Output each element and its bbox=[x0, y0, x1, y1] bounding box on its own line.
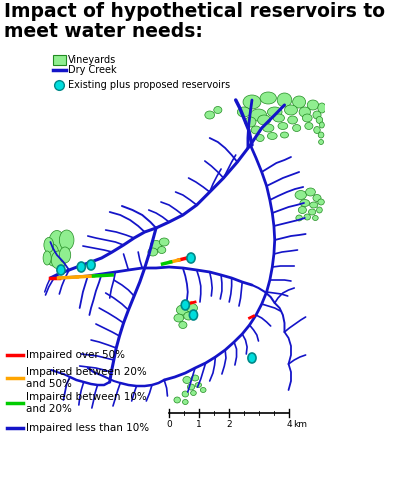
Ellipse shape bbox=[243, 95, 261, 109]
Circle shape bbox=[57, 265, 65, 275]
Ellipse shape bbox=[187, 384, 195, 390]
Ellipse shape bbox=[318, 199, 324, 205]
Ellipse shape bbox=[307, 100, 319, 110]
Ellipse shape bbox=[51, 251, 66, 269]
Ellipse shape bbox=[150, 241, 162, 250]
Ellipse shape bbox=[316, 207, 322, 213]
Ellipse shape bbox=[174, 314, 184, 322]
Text: meet water needs:: meet water needs: bbox=[4, 22, 203, 41]
Ellipse shape bbox=[44, 238, 54, 253]
Circle shape bbox=[181, 300, 189, 310]
Text: Impact of hypothetical reservoirs to: Impact of hypothetical reservoirs to bbox=[4, 2, 385, 21]
Circle shape bbox=[77, 262, 85, 272]
Ellipse shape bbox=[288, 116, 298, 124]
Ellipse shape bbox=[192, 375, 199, 381]
Ellipse shape bbox=[260, 92, 276, 104]
Ellipse shape bbox=[280, 132, 288, 138]
Ellipse shape bbox=[59, 247, 71, 263]
Ellipse shape bbox=[314, 126, 320, 134]
Ellipse shape bbox=[195, 383, 202, 388]
Circle shape bbox=[187, 253, 195, 263]
Circle shape bbox=[189, 310, 198, 320]
Ellipse shape bbox=[268, 107, 282, 117]
Ellipse shape bbox=[319, 139, 324, 145]
Ellipse shape bbox=[251, 126, 261, 134]
Text: Impaired between 10%
and 20%: Impaired between 10% and 20% bbox=[26, 392, 147, 414]
Ellipse shape bbox=[293, 124, 301, 132]
Ellipse shape bbox=[313, 195, 321, 201]
Ellipse shape bbox=[268, 133, 277, 139]
Text: 0: 0 bbox=[166, 420, 172, 429]
Ellipse shape bbox=[277, 93, 292, 107]
Text: 4: 4 bbox=[286, 420, 292, 429]
Ellipse shape bbox=[184, 312, 194, 320]
Ellipse shape bbox=[296, 215, 302, 221]
Circle shape bbox=[87, 260, 95, 270]
Ellipse shape bbox=[284, 105, 298, 115]
Ellipse shape bbox=[305, 122, 313, 130]
Ellipse shape bbox=[49, 230, 65, 255]
Ellipse shape bbox=[186, 304, 198, 312]
Ellipse shape bbox=[318, 103, 326, 113]
Ellipse shape bbox=[262, 124, 274, 132]
Text: km: km bbox=[294, 420, 308, 429]
Text: Impaired over 50%: Impaired over 50% bbox=[26, 350, 125, 360]
Ellipse shape bbox=[182, 400, 188, 404]
Ellipse shape bbox=[191, 390, 196, 396]
Ellipse shape bbox=[179, 321, 187, 329]
Ellipse shape bbox=[258, 115, 271, 125]
Ellipse shape bbox=[182, 391, 188, 397]
Ellipse shape bbox=[278, 122, 288, 130]
Ellipse shape bbox=[176, 305, 189, 315]
Ellipse shape bbox=[320, 122, 324, 128]
Ellipse shape bbox=[158, 246, 166, 254]
Text: 2: 2 bbox=[226, 420, 232, 429]
Text: Impaired less than 10%: Impaired less than 10% bbox=[26, 423, 149, 433]
Ellipse shape bbox=[183, 376, 191, 384]
Text: Vineyards: Vineyards bbox=[68, 55, 116, 65]
Text: 1: 1 bbox=[196, 420, 202, 429]
Text: Dry Creek: Dry Creek bbox=[68, 65, 117, 75]
Ellipse shape bbox=[250, 109, 267, 121]
Ellipse shape bbox=[245, 117, 256, 127]
Ellipse shape bbox=[256, 134, 264, 142]
Ellipse shape bbox=[318, 132, 324, 138]
Ellipse shape bbox=[312, 215, 318, 220]
Circle shape bbox=[248, 353, 256, 363]
Ellipse shape bbox=[299, 107, 310, 117]
Ellipse shape bbox=[214, 107, 222, 113]
Text: Impaired between 20%
and 50%: Impaired between 20% and 50% bbox=[26, 367, 147, 389]
Ellipse shape bbox=[273, 114, 284, 122]
Ellipse shape bbox=[300, 200, 310, 206]
Ellipse shape bbox=[47, 244, 59, 266]
Ellipse shape bbox=[148, 248, 158, 256]
Ellipse shape bbox=[174, 397, 180, 403]
Ellipse shape bbox=[304, 214, 310, 220]
Ellipse shape bbox=[313, 111, 321, 119]
Ellipse shape bbox=[237, 107, 250, 117]
Ellipse shape bbox=[205, 111, 214, 119]
Ellipse shape bbox=[293, 96, 306, 108]
Ellipse shape bbox=[308, 209, 316, 215]
FancyBboxPatch shape bbox=[53, 55, 66, 65]
Ellipse shape bbox=[298, 206, 306, 214]
Ellipse shape bbox=[316, 117, 323, 123]
Ellipse shape bbox=[59, 230, 74, 250]
Ellipse shape bbox=[295, 190, 306, 200]
Text: Existing plus proposed reservoirs: Existing plus proposed reservoirs bbox=[68, 80, 230, 90]
Ellipse shape bbox=[306, 188, 315, 196]
Ellipse shape bbox=[302, 114, 312, 122]
Ellipse shape bbox=[159, 238, 169, 246]
Ellipse shape bbox=[310, 202, 318, 208]
Ellipse shape bbox=[43, 251, 51, 265]
Ellipse shape bbox=[200, 388, 206, 392]
